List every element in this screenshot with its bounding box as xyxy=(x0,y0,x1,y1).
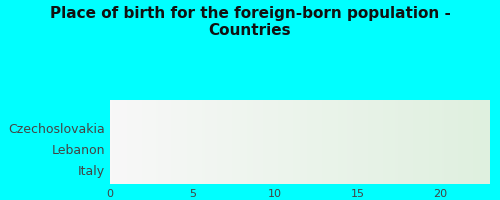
Text: Place of birth for the foreign-born population -
Countries: Place of birth for the foreign-born popu… xyxy=(50,6,450,38)
Bar xyxy=(110,167,258,173)
Bar xyxy=(110,174,258,180)
Bar xyxy=(110,132,474,138)
Bar xyxy=(110,125,474,131)
Bar xyxy=(110,153,258,159)
Text: ⓘ City-Data.com: ⓘ City-Data.com xyxy=(346,104,418,113)
Bar xyxy=(110,146,308,152)
